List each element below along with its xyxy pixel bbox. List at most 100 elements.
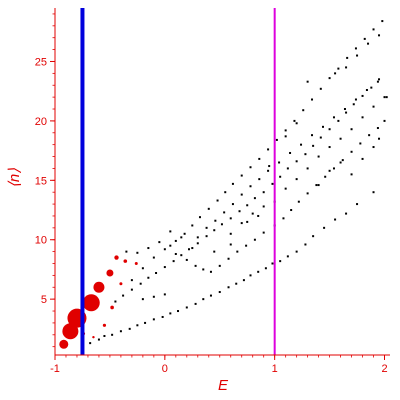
data-point: [174, 239, 177, 242]
data-point: [363, 37, 366, 40]
data-point: [257, 214, 260, 217]
highlighted-point: [119, 282, 123, 286]
data-point: [174, 252, 177, 255]
data-point: [220, 223, 223, 226]
data-point: [339, 161, 342, 164]
data-point: [169, 312, 172, 315]
data-point: [337, 67, 340, 70]
data-point: [361, 116, 364, 119]
data-point: [341, 159, 344, 162]
x-tick-label: 1: [272, 363, 278, 375]
data-point: [346, 56, 349, 59]
data-point: [381, 20, 384, 23]
data-point: [202, 268, 205, 271]
data-point: [231, 203, 234, 206]
data-point: [365, 88, 368, 91]
data-point: [383, 119, 386, 122]
vertical-lines: [80, 8, 276, 355]
data-point: [258, 157, 261, 160]
data-point: [323, 226, 326, 229]
data-point: [136, 324, 139, 327]
data-point: [180, 254, 183, 257]
data-point: [368, 134, 371, 137]
data-point: [236, 250, 239, 253]
data-point: [191, 224, 194, 227]
data-point: [183, 232, 186, 235]
data-point: [253, 238, 256, 241]
data-point: [356, 203, 359, 206]
data-point: [152, 256, 155, 259]
data-point: [354, 47, 357, 50]
axes: [54, 8, 390, 356]
data-point: [231, 182, 234, 185]
data-point: [304, 243, 307, 246]
highlighted-point: [114, 255, 119, 260]
data-point: [209, 270, 212, 273]
data-point: [141, 298, 144, 301]
highlighted-point: [134, 261, 138, 265]
data-point: [172, 260, 175, 263]
data-point: [218, 291, 221, 294]
data-point: [229, 243, 232, 246]
data-point: [383, 96, 386, 99]
data-point: [385, 96, 388, 99]
data-point: [267, 169, 270, 172]
data-point: [103, 334, 106, 337]
data-point: [306, 80, 309, 83]
data-point: [229, 232, 232, 235]
data-point: [196, 236, 199, 239]
data-point: [194, 264, 197, 267]
data-point: [339, 137, 342, 140]
data-point: [209, 294, 212, 297]
data-point: [286, 167, 289, 170]
data-point: [315, 184, 318, 187]
data-point: [205, 226, 208, 229]
data-point: [224, 191, 227, 194]
data-point: [163, 293, 166, 296]
y-axis-title: ⟨n⟩: [6, 168, 23, 188]
data-point: [144, 321, 147, 324]
data-point: [246, 220, 249, 223]
data-point: [334, 72, 337, 75]
data-point: [279, 175, 282, 178]
data-point: [328, 128, 331, 131]
data-point: [359, 142, 362, 145]
data-point: [312, 144, 315, 147]
data-point: [302, 109, 305, 112]
data-point: [141, 267, 144, 270]
data-point: [271, 262, 274, 265]
data-point: [240, 193, 243, 196]
data-point: [282, 217, 285, 220]
data-point: [119, 330, 122, 333]
data-point: [300, 143, 303, 146]
data-point: [376, 80, 379, 83]
data-point: [191, 247, 194, 250]
data-point: [312, 235, 315, 238]
data-point: [271, 182, 274, 185]
data-point: [317, 155, 320, 158]
x-tick-label: 2: [381, 363, 387, 375]
y-tick-label: 15: [35, 175, 47, 187]
data-point: [214, 219, 217, 222]
data-point: [155, 272, 158, 275]
highlighted-point: [82, 294, 100, 312]
data-point: [180, 236, 183, 239]
data-point: [196, 242, 199, 245]
data-point: [322, 125, 324, 128]
data-point: [306, 167, 309, 170]
highlighted-point: [106, 269, 114, 277]
data-point: [290, 209, 293, 212]
data-point: [152, 318, 155, 321]
data-point: [249, 185, 252, 188]
data-point: [328, 77, 331, 80]
data-point: [319, 136, 322, 139]
data-point: [158, 241, 161, 244]
data-point: [97, 338, 100, 341]
highlighted-point: [93, 281, 105, 293]
x-tick-label: 0: [162, 363, 168, 375]
data-point: [185, 258, 188, 261]
data-point: [213, 229, 216, 232]
data-point: [169, 244, 172, 247]
data-point: [130, 288, 133, 291]
data-point: [268, 165, 271, 168]
